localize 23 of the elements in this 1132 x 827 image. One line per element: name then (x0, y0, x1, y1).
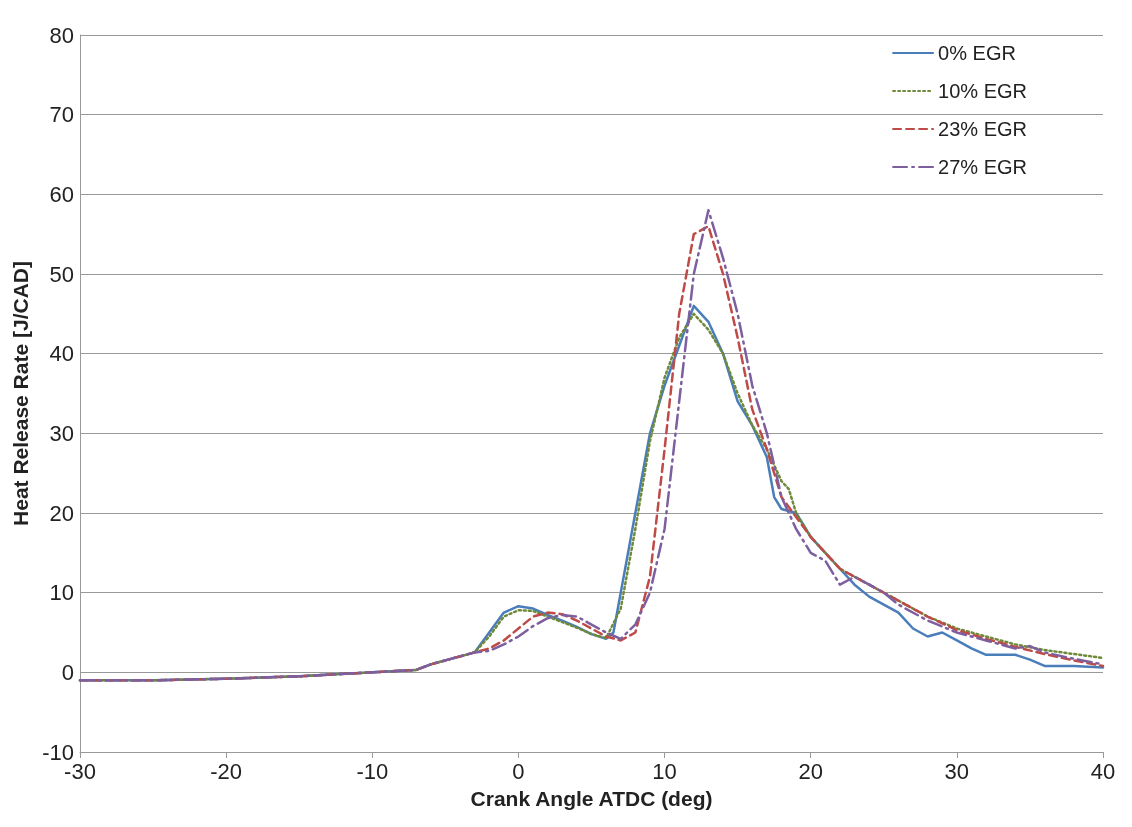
y-tick-label: 40 (49, 341, 74, 367)
y-tick-label: 70 (49, 102, 74, 128)
x-tick-label: 30 (944, 758, 970, 784)
x-axis-title: Crank Angle ATDC (deg) (470, 787, 713, 810)
y-tick-label: 30 (49, 420, 74, 446)
x-tick-label: 20 (798, 758, 823, 784)
y-tick-label: -10 (42, 739, 74, 765)
x-tick-label: 10 (652, 758, 677, 784)
legend-label: 10% EGR (938, 80, 1028, 102)
x-tick-label: -20 (210, 758, 243, 784)
x-tick-label: -10 (356, 758, 389, 784)
y-tick-label: 80 (49, 22, 74, 48)
y-tick-label: 50 (49, 261, 74, 287)
y-tick-label: 20 (49, 500, 74, 526)
y-tick-label: 10 (49, 580, 74, 606)
y-tick-label: 0 (61, 659, 74, 685)
legend-label: 0% EGR (938, 42, 1016, 64)
x-tick-label: 0 (512, 758, 525, 784)
legend-label: 27% EGR (938, 156, 1028, 178)
x-tick-label: 40 (1090, 758, 1116, 784)
y-axis-title: Heat Release Rate [J/CAD] (9, 261, 33, 526)
y-tick-label: 60 (49, 181, 74, 207)
legend-label: 23% EGR (938, 118, 1028, 140)
